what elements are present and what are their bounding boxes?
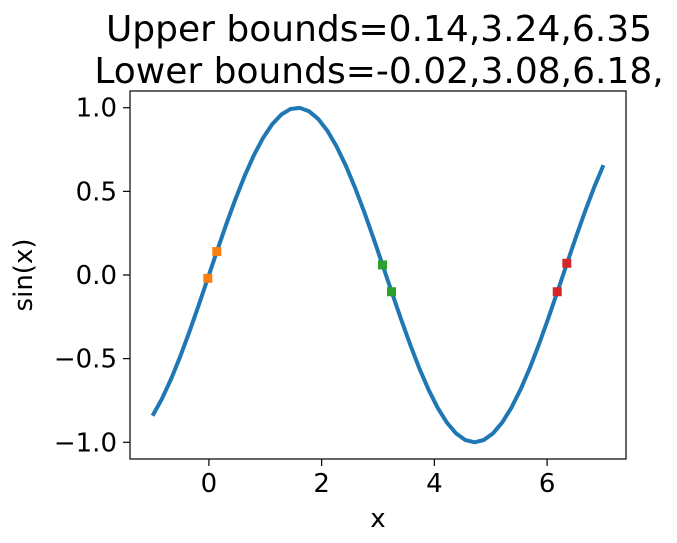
x-tick-label-2: 4	[426, 469, 443, 499]
bound-marker-1-1	[212, 247, 222, 257]
bound-marker-2-1	[378, 260, 388, 270]
y-tick-label-3: −0.5	[54, 345, 117, 375]
x-axis-label: x	[370, 504, 385, 534]
x-tick-label-1: 2	[313, 469, 330, 499]
y-tick-label-1: 0.5	[76, 177, 117, 207]
x-tick-label-0: 0	[201, 469, 218, 499]
y-tick-label-4: −1.0	[54, 428, 117, 458]
bound-marker-2-2	[387, 287, 397, 297]
chart-title-line-2: Lower bounds=-0.02,3.08,6.18,	[94, 51, 663, 92]
x-tick-label-3: 6	[539, 469, 556, 499]
bound-marker-1-2	[203, 273, 213, 283]
y-axis-label: sin(x)	[9, 239, 39, 312]
y-tick-label-0: 1.0	[76, 94, 117, 124]
x-axis-ticks: 0 2 4 6	[201, 459, 556, 499]
y-axis-ticks: 1.0 0.5 0.0 −0.5 −1.0	[54, 94, 130, 458]
sine-curve-line	[150, 105, 606, 445]
chart-title-line-1: Upper bounds=0.14,3.24,6.35	[106, 9, 652, 50]
bound-marker-3-1	[562, 258, 572, 268]
plot-content	[150, 105, 606, 445]
bound-marker-3-2	[552, 287, 562, 297]
y-tick-label-2: 0.0	[76, 261, 117, 291]
